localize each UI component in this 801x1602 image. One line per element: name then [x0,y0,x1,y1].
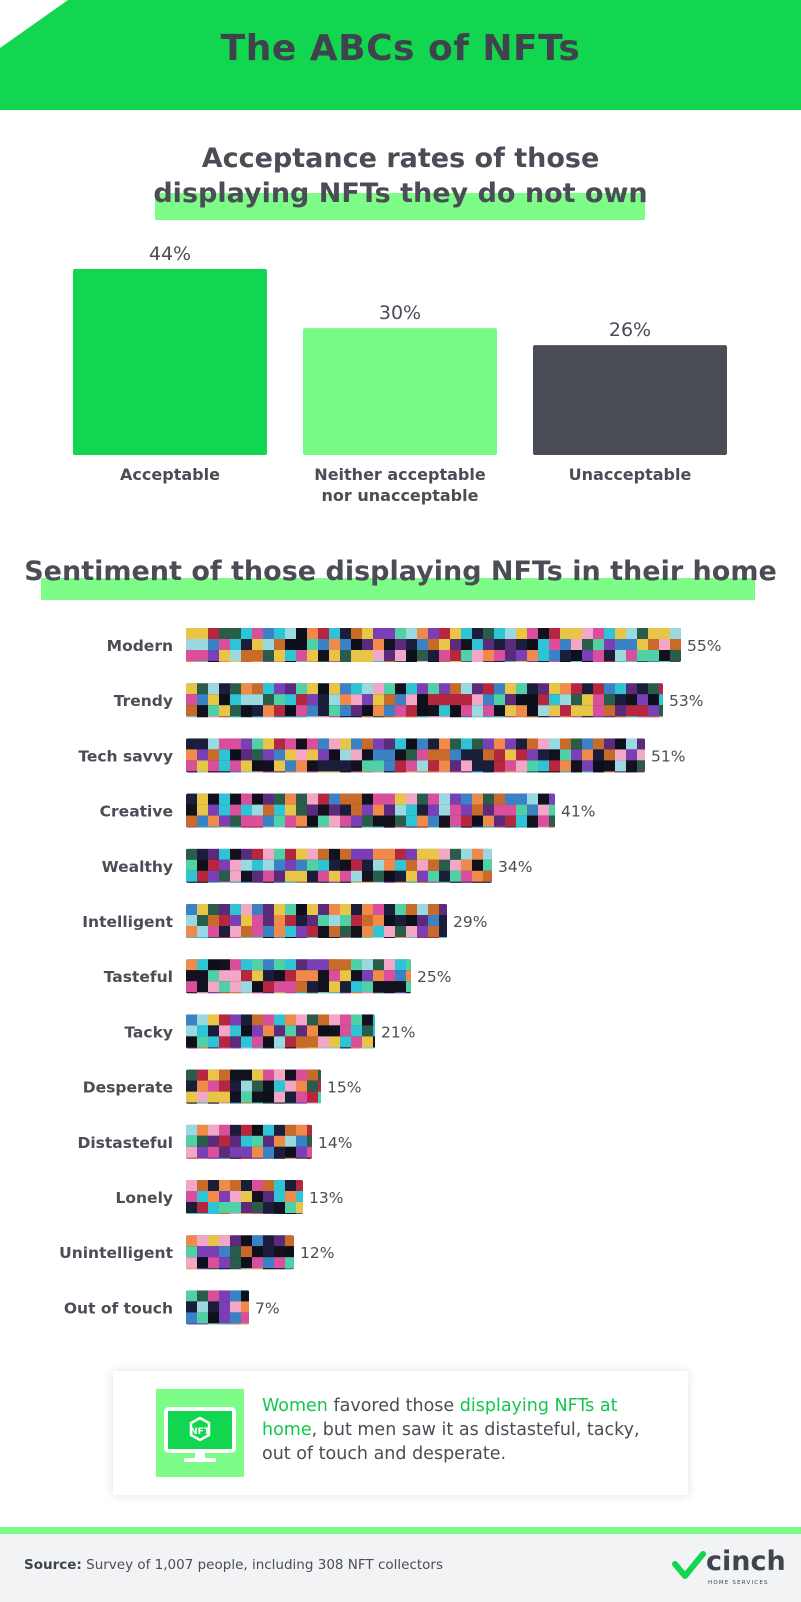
bar [73,269,267,455]
page-title: The ABCs of NFTs [220,28,581,69]
heading-highlight [41,578,755,600]
bar [186,904,447,938]
value-label: 41% [561,803,595,821]
insight-highlight-women: Women [262,1396,328,1416]
category-label: Intelligent [82,913,173,931]
bar [186,1235,294,1270]
bar [533,345,727,455]
value-label: 34% [498,858,532,876]
category-label: Desperate [83,1079,173,1097]
category-label: Acceptable [120,465,220,484]
value-label: 12% [300,1244,334,1262]
category-label: Wealthy [102,858,173,876]
source-text: Survey of 1,007 people, including 308 NF… [81,1557,443,1573]
source-note: Source: Survey of 1,007 people, includin… [24,1557,443,1573]
category-label: Tech savvy [78,747,173,765]
chart1-heading-line1: Acceptance rates of those [201,143,600,174]
category-label: Modern [107,637,173,655]
category-label: Neither acceptable [314,465,486,484]
insight-highlight-display: displaying NFTs at home [262,1396,618,1440]
value-label: 21% [381,1023,415,1041]
logo-wordmark: cinch [706,1546,786,1577]
bar [186,1290,249,1325]
value-label: 14% [318,1134,352,1152]
value-label: 25% [417,968,451,986]
bar [303,328,497,455]
value-label: 53% [669,692,703,710]
footer-divider [0,1527,801,1534]
category-label: Creative [100,803,173,821]
value-label: 13% [309,1189,343,1207]
bar [186,793,555,828]
category-label: Distasteful [77,1134,173,1152]
value-label: 55% [687,637,721,655]
value-label: 15% [327,1079,361,1097]
sentiment-bar-chart: Modern 55% Trendy 53% Tech savvy 51% Creative 4… [59,628,721,1325]
insight-text-part: , but men saw it as distasteful, tacky, … [262,1420,640,1464]
corner-accent [0,0,68,48]
value-label: 26% [609,319,651,341]
value-label: 44% [149,243,191,265]
source-label: Source: [24,1557,82,1573]
category-label: nor unacceptable [322,486,479,505]
chart1-heading-line2: displaying NFTs they do not own [153,178,648,209]
bar [186,1124,312,1159]
category-label: Tasteful [104,968,173,986]
bar [186,1180,303,1214]
value-label: 30% [379,302,421,324]
chart2-heading: Sentiment of those displaying NFTs in th… [24,556,777,587]
category-label: Trendy [114,692,173,710]
bar [186,1069,321,1104]
bar [186,1014,375,1049]
heading-highlight [155,193,645,220]
category-label: Unacceptable [569,465,692,484]
acceptance-bar-chart: 44% Acceptable 30% Neither acceptable nor un… [73,243,727,505]
value-label: 51% [651,747,685,765]
category-label: Tacky [124,1023,173,1041]
category-label: Lonely [116,1189,174,1207]
bar [186,628,681,662]
insight-callout: NFT Women favored those displaying NFTs … [113,1371,688,1495]
header-banner: The ABCs of NFTs [0,0,801,110]
value-label: 7% [255,1299,280,1317]
bar [186,683,663,718]
value-label: 29% [453,913,487,931]
footer: Source: Survey of 1,007 people, includin… [0,1534,801,1602]
logo-subtitle: HOME SERVICES [708,1580,769,1586]
bar [186,738,645,773]
svg-text:NFT: NFT [190,1427,211,1437]
bar [186,959,411,994]
checkmark-icon [672,1551,706,1579]
category-label: Unintelligent [59,1244,173,1262]
cinch-logo: cinch HOME SERVICES [672,1546,786,1592]
bar [186,848,492,883]
insight-text-part: favored those [327,1396,460,1416]
insight-text: Women favored those displaying NFTs at h… [262,1394,667,1466]
monitor-nft-icon: NFT [156,1389,244,1477]
category-label: Out of touch [64,1299,173,1317]
